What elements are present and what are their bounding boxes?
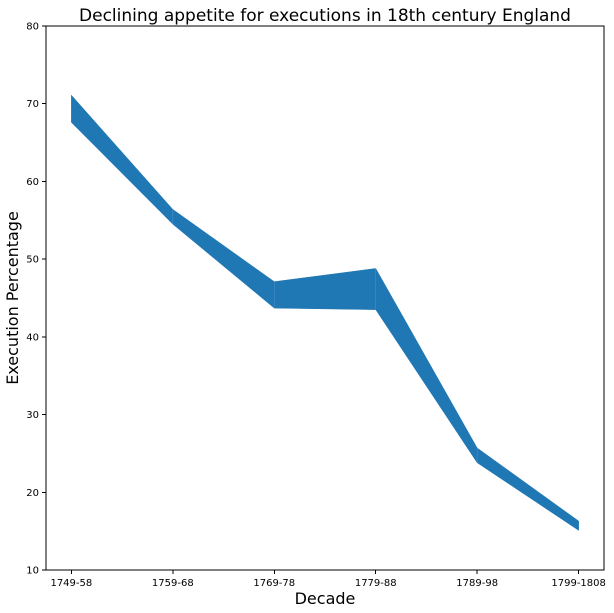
x-axis-ticks: 1749-58 1759-68 1769-78 1779-88 1789-98 1799-… <box>50 570 606 589</box>
y-tick-label: 70 <box>26 99 39 110</box>
chart-title: Declining appetite for executions in 18t… <box>79 6 571 26</box>
x-tick-label: 1799-1808 <box>551 578 606 589</box>
x-tick-label: 1789-98 <box>456 578 498 589</box>
y-axis-ticks: 10 20 30 40 50 60 70 80 <box>26 22 46 577</box>
y-tick-label: 30 <box>26 410 39 421</box>
plot-frame <box>45 25 605 571</box>
x-tick-label: 1759-68 <box>152 578 194 589</box>
y-tick-label: 10 <box>26 566 39 577</box>
x-tick-label: 1779-88 <box>355 578 397 589</box>
y-tick-label: 20 <box>26 488 39 499</box>
x-tick-label: 1769-78 <box>253 578 295 589</box>
y-axis-label: Execution Percentage <box>3 211 22 385</box>
x-axis-label: Decade <box>295 589 356 608</box>
plot-area <box>71 94 579 531</box>
y-tick-label: 80 <box>26 22 39 33</box>
x-tick-label: 1749-58 <box>50 578 92 589</box>
y-tick-label: 40 <box>26 332 39 343</box>
execution-percentage-band <box>71 94 579 531</box>
y-tick-label: 60 <box>26 177 39 188</box>
y-tick-label: 50 <box>26 255 39 266</box>
